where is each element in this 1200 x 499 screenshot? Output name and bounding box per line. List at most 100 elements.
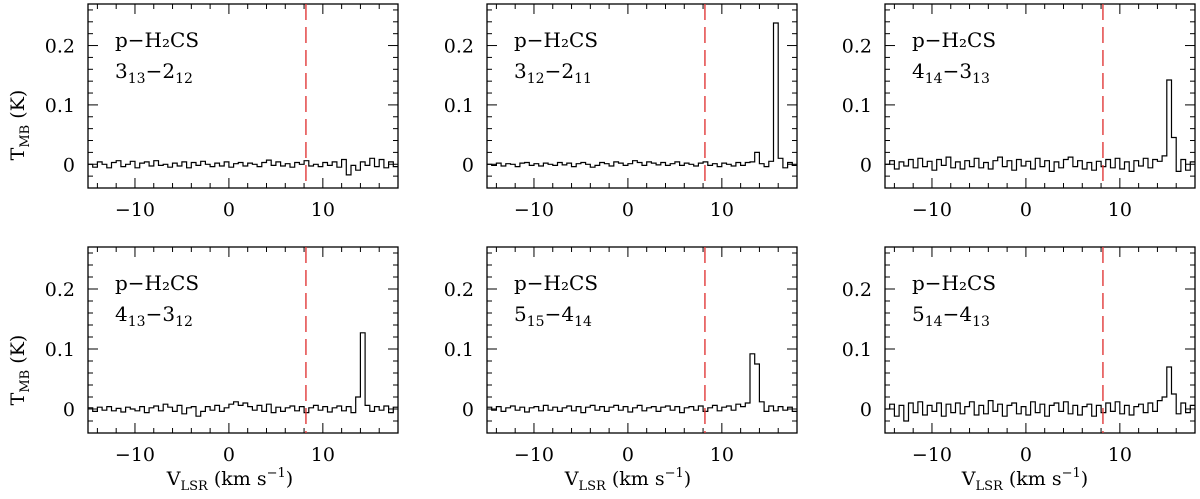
x-tick-label: 0 <box>622 199 634 221</box>
transition-upper-sub: 13 <box>128 314 146 330</box>
transition-lower-sub: 12 <box>175 314 193 330</box>
y-axis-label-top: TMB (K) <box>7 90 33 161</box>
spectrum-panel-3: −10 0 10 0 0.1 0.2 p−H₂CS 414−313 <box>842 3 1196 221</box>
x-tick-label: 10 <box>1108 199 1132 221</box>
transition-dash: − <box>545 302 562 326</box>
species-label: p−H₂CS <box>115 28 199 52</box>
transition-dash: − <box>545 59 562 83</box>
x-label-exp: −1 <box>1062 466 1081 481</box>
species-label: p−H₂CS <box>514 28 598 52</box>
y-label-unit: (K) <box>7 335 29 370</box>
y-tick-label: 0.2 <box>45 36 75 58</box>
y-axis-label-bottom: TMB (K) <box>7 335 33 406</box>
y-tick-label: 0.1 <box>444 95 474 117</box>
plot-frame <box>87 3 399 189</box>
x-axis-label-col1: VLSR (km s−1) <box>166 466 293 494</box>
transition-label: 414−313 <box>912 59 990 87</box>
x-tick-label: 10 <box>311 199 335 221</box>
x-tick-label: 0 <box>622 444 634 466</box>
transition-lower: 2 <box>162 59 175 83</box>
plot-frame <box>486 3 798 189</box>
x-label-unit: (km s <box>208 468 267 490</box>
x-label-exp: −1 <box>267 466 286 481</box>
y-label-main: T <box>7 147 29 160</box>
transition-lower: 3 <box>162 302 175 326</box>
x-label-close: ) <box>286 468 293 490</box>
x-label-main: V <box>564 468 579 490</box>
transition-upper: 5 <box>514 302 527 326</box>
transition-upper: 5 <box>912 302 925 326</box>
y-tick-label: 0 <box>860 154 872 176</box>
y-tick-label: 0 <box>462 154 474 176</box>
transition-label: 312−211 <box>514 59 592 87</box>
spectrum-panel-1: −10 0 10 0 0.1 0.2 p−H₂CS 313−212 <box>45 3 399 221</box>
x-label-sub: LSR <box>181 479 210 494</box>
transition-label: 413−312 <box>115 302 193 330</box>
x-label-main: V <box>961 468 976 490</box>
transition-dash: − <box>943 59 960 83</box>
transition-lower: 2 <box>561 59 574 83</box>
transition-dash: − <box>146 302 163 326</box>
transition-upper-sub: 15 <box>527 314 545 330</box>
species-label: p−H₂CS <box>514 271 598 295</box>
x-tick-label: 0 <box>1020 444 1032 466</box>
plot-frame <box>486 246 798 434</box>
transition-lower: 3 <box>959 59 972 83</box>
y-tick-label: 0.1 <box>842 339 872 361</box>
x-tick-label: −10 <box>115 199 155 221</box>
x-tick-label: −10 <box>514 444 554 466</box>
transition-label: 515−414 <box>514 302 592 330</box>
x-label-main: V <box>166 468 181 490</box>
svg-text:TMB (K): TMB (K) <box>7 90 33 161</box>
plot-frame <box>884 3 1196 189</box>
transition-label: 514−413 <box>912 302 990 330</box>
plot-frame <box>87 246 399 434</box>
x-tick-label: 10 <box>1108 444 1132 466</box>
transition-lower: 4 <box>959 302 972 326</box>
x-label-unit: (km s <box>1003 468 1062 490</box>
species-label: p−H₂CS <box>912 271 996 295</box>
x-tick-label: 0 <box>1020 199 1032 221</box>
svg-text:TMB (K): TMB (K) <box>7 335 33 406</box>
y-tick-label: 0.1 <box>45 339 75 361</box>
y-tick-label: 0.2 <box>842 36 872 58</box>
spectrum-panel-2: −10 0 10 0 0.1 0.2 p−H₂CS 312−211 <box>444 3 798 221</box>
transition-upper-sub: 14 <box>925 71 943 87</box>
x-tick-label: 10 <box>710 199 734 221</box>
y-tick-label: 0 <box>63 399 75 421</box>
spectrum-panel-5: −10 0 10 0 0.1 0.2 p−H₂CS 515−414 <box>444 246 798 466</box>
spectrum-line <box>88 157 398 176</box>
transition-lower: 4 <box>561 302 574 326</box>
transition-lower-sub: 11 <box>574 71 592 87</box>
plot-frame <box>884 246 1196 434</box>
y-tick-label: 0.2 <box>444 279 474 301</box>
x-tick-label: −10 <box>115 444 155 466</box>
x-tick-label: 0 <box>223 199 235 221</box>
transition-upper: 3 <box>115 59 128 83</box>
x-label-unit: (km s <box>606 468 665 490</box>
y-tick-label: 0 <box>860 399 872 421</box>
spectrum-panel-4: −10 0 10 0 0.1 0.2 p−H₂CS 413−312 <box>45 246 399 466</box>
transition-upper: 3 <box>514 59 527 83</box>
x-label-close: ) <box>684 468 691 490</box>
transition-lower-sub: 12 <box>175 71 193 87</box>
transition-lower-sub: 14 <box>574 314 592 330</box>
y-label-sub: MB <box>18 125 33 148</box>
transition-upper: 4 <box>912 59 925 83</box>
y-tick-label: 0 <box>63 154 75 176</box>
species-label: p−H₂CS <box>912 28 996 52</box>
x-axis-label-col2: VLSR (km s−1) <box>564 466 691 494</box>
transition-dash: − <box>943 302 960 326</box>
x-label-close: ) <box>1081 468 1088 490</box>
spectrum-line <box>885 366 1195 422</box>
spectrum-panel-6: −10 0 10 0 0.1 0.2 p−H₂CS 514−413 <box>842 246 1196 466</box>
y-label-unit: (K) <box>7 90 29 125</box>
spectrum-line <box>885 79 1195 172</box>
x-axis-label-col3: VLSR (km s−1) <box>961 466 1088 494</box>
x-label-sub: LSR <box>579 479 608 494</box>
spectrum-line <box>487 353 797 414</box>
x-tick-label: 10 <box>311 444 335 466</box>
transition-label: 313−212 <box>115 59 193 87</box>
y-label-main: T <box>7 392 29 405</box>
